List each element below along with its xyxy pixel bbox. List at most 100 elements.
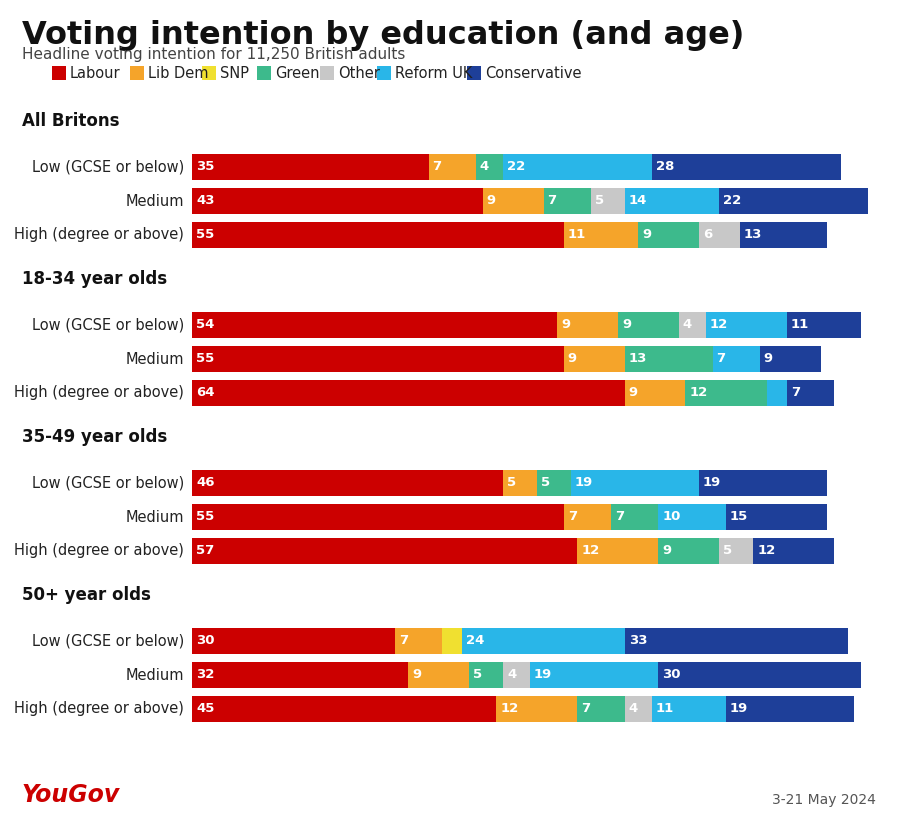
Bar <box>503 470 536 496</box>
Text: 9: 9 <box>764 352 773 365</box>
Text: 12: 12 <box>757 544 775 558</box>
Text: 33: 33 <box>628 634 647 648</box>
Text: Voting intention by education (and age): Voting intention by education (and age) <box>22 20 744 51</box>
Text: Reform UK: Reform UK <box>395 65 473 81</box>
Bar <box>679 312 706 338</box>
Bar <box>652 696 726 722</box>
Bar <box>192 662 409 688</box>
Text: 19: 19 <box>574 477 593 489</box>
Text: SNP: SNP <box>220 65 249 81</box>
Text: Conservative: Conservative <box>485 65 581 81</box>
Text: 7: 7 <box>547 195 556 208</box>
Text: 55: 55 <box>196 511 214 524</box>
Text: 32: 32 <box>196 668 214 681</box>
Text: 7: 7 <box>791 386 800 399</box>
Text: 24: 24 <box>466 634 485 648</box>
Text: 9: 9 <box>568 352 577 365</box>
Text: High (degree or above): High (degree or above) <box>14 228 184 243</box>
Bar <box>192 470 503 496</box>
Text: 19: 19 <box>534 668 553 681</box>
Text: High (degree or above): High (degree or above) <box>14 385 184 400</box>
Bar <box>563 222 638 248</box>
Bar <box>767 380 787 406</box>
Text: 7: 7 <box>716 352 725 365</box>
Bar <box>625 188 719 214</box>
Text: 54: 54 <box>196 318 214 332</box>
Text: YouGov: YouGov <box>22 783 121 807</box>
Text: 5: 5 <box>507 477 516 489</box>
Text: High (degree or above): High (degree or above) <box>14 544 184 559</box>
Text: Low (GCSE or below): Low (GCSE or below) <box>32 634 184 648</box>
Text: 6: 6 <box>703 229 712 242</box>
Bar <box>192 628 395 654</box>
Bar <box>563 346 625 372</box>
Bar <box>395 628 442 654</box>
Text: 5: 5 <box>724 544 733 558</box>
Bar <box>611 504 659 530</box>
Bar <box>726 696 854 722</box>
Bar <box>760 346 821 372</box>
Bar <box>192 696 496 722</box>
Bar <box>192 222 563 248</box>
Text: 12: 12 <box>710 318 728 332</box>
Text: 7: 7 <box>399 634 408 648</box>
Bar <box>686 380 767 406</box>
Text: Medium: Medium <box>125 351 184 366</box>
Text: Other: Other <box>338 65 380 81</box>
Bar <box>625 696 652 722</box>
Bar <box>202 66 216 80</box>
Bar <box>571 470 699 496</box>
Text: 30: 30 <box>662 668 681 681</box>
Text: Low (GCSE or below): Low (GCSE or below) <box>32 159 184 175</box>
Bar <box>52 66 66 80</box>
Bar <box>618 312 679 338</box>
Text: 7: 7 <box>581 703 590 715</box>
Bar <box>638 222 699 248</box>
Bar <box>320 66 334 80</box>
Bar <box>463 628 625 654</box>
Text: Green: Green <box>275 65 319 81</box>
Bar <box>699 470 827 496</box>
Bar <box>726 504 827 530</box>
Text: Low (GCSE or below): Low (GCSE or below) <box>32 475 184 491</box>
Bar <box>557 312 618 338</box>
Bar <box>503 662 530 688</box>
Bar <box>428 154 476 180</box>
Bar <box>536 470 571 496</box>
Text: Medium: Medium <box>125 667 184 682</box>
Bar <box>625 628 848 654</box>
Text: 18-34 year olds: 18-34 year olds <box>22 270 167 288</box>
Text: 14: 14 <box>628 195 647 208</box>
Text: 5: 5 <box>473 668 482 681</box>
Text: 12: 12 <box>500 703 518 715</box>
Text: 35: 35 <box>196 161 214 173</box>
Text: All Britons: All Britons <box>22 112 120 130</box>
Text: 57: 57 <box>196 544 214 558</box>
Bar <box>787 312 861 338</box>
Bar <box>496 696 577 722</box>
Bar <box>590 188 625 214</box>
Bar <box>719 538 753 564</box>
Text: 13: 13 <box>628 352 647 365</box>
Bar <box>787 380 834 406</box>
Text: 46: 46 <box>196 477 214 489</box>
Text: 11: 11 <box>568 229 586 242</box>
Text: 55: 55 <box>196 229 214 242</box>
Bar <box>713 346 760 372</box>
Text: High (degree or above): High (degree or above) <box>14 701 184 716</box>
Text: 22: 22 <box>724 195 742 208</box>
Text: 9: 9 <box>622 318 631 332</box>
Text: 4: 4 <box>507 668 517 681</box>
Text: 9: 9 <box>412 668 421 681</box>
Text: 45: 45 <box>196 703 214 715</box>
Bar <box>530 662 659 688</box>
Text: 11: 11 <box>656 703 674 715</box>
Bar <box>659 504 726 530</box>
Bar <box>469 662 503 688</box>
Text: 9: 9 <box>628 386 638 399</box>
Text: 13: 13 <box>743 229 762 242</box>
Text: Medium: Medium <box>125 510 184 525</box>
Text: 4: 4 <box>628 703 638 715</box>
Bar <box>577 696 625 722</box>
Text: Labour: Labour <box>70 65 121 81</box>
